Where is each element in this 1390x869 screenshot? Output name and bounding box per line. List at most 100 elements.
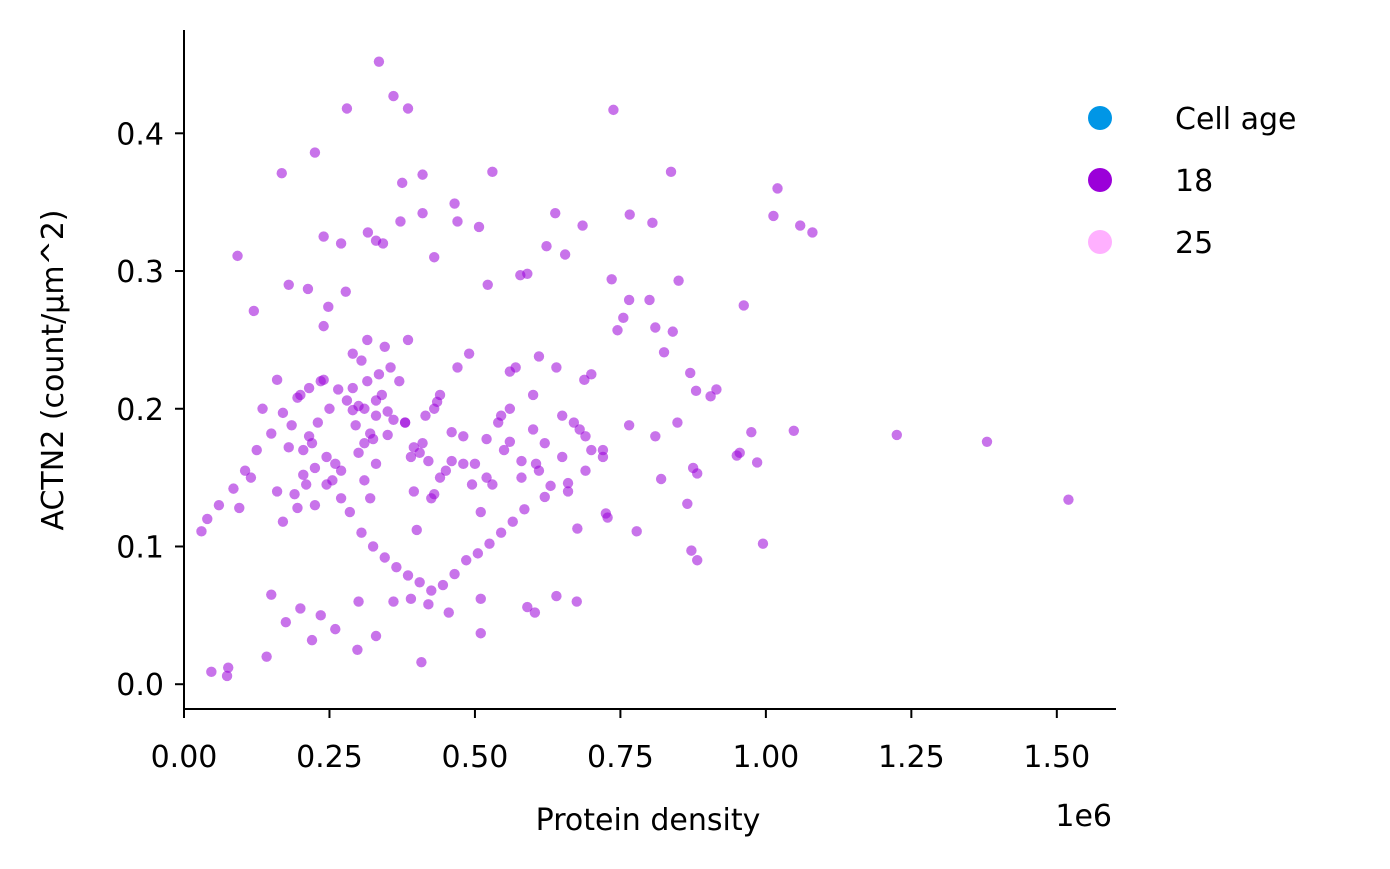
data-point bbox=[239, 465, 251, 476]
data-point bbox=[446, 426, 457, 438]
data-point bbox=[580, 465, 591, 476]
data-point bbox=[768, 210, 779, 222]
data-point bbox=[397, 177, 408, 189]
data-point bbox=[475, 593, 486, 605]
data-point bbox=[624, 209, 635, 220]
data-point bbox=[608, 104, 619, 116]
legend-marker-25 bbox=[1088, 230, 1112, 254]
data-point bbox=[495, 527, 507, 538]
data-point bbox=[248, 305, 260, 317]
data-point bbox=[318, 320, 329, 332]
data-point bbox=[522, 601, 533, 613]
data-point bbox=[481, 433, 492, 445]
data-point bbox=[667, 326, 678, 337]
data-point bbox=[705, 391, 716, 402]
data-point bbox=[475, 628, 486, 639]
data-point bbox=[382, 429, 393, 441]
data-point bbox=[572, 523, 583, 534]
data-point bbox=[522, 268, 533, 279]
y-axis-label: ACTN2 (count/µm^2) bbox=[36, 209, 71, 530]
data-point bbox=[350, 420, 361, 431]
data-point bbox=[650, 322, 661, 333]
data-point bbox=[356, 527, 367, 538]
y-tick-label: 0.2 bbox=[116, 393, 164, 428]
data-point bbox=[557, 410, 568, 421]
data-point bbox=[516, 455, 527, 467]
data-point bbox=[795, 220, 806, 231]
x-tick-label: 0.25 bbox=[296, 740, 363, 775]
data-point bbox=[618, 312, 629, 324]
data-point bbox=[690, 385, 702, 397]
data-point bbox=[341, 103, 353, 114]
data-point bbox=[510, 362, 521, 373]
x-tick-label: 0.50 bbox=[442, 740, 509, 775]
data-point bbox=[580, 431, 591, 442]
data-point bbox=[277, 407, 289, 419]
data-point bbox=[330, 623, 341, 635]
data-point bbox=[367, 541, 379, 552]
data-point bbox=[266, 589, 277, 600]
data-point bbox=[303, 382, 315, 394]
data-point bbox=[692, 555, 703, 566]
data-point bbox=[434, 472, 446, 483]
data-point bbox=[757, 538, 769, 549]
data-point bbox=[206, 666, 217, 678]
data-point bbox=[426, 585, 437, 596]
data-point bbox=[377, 238, 389, 249]
data-point bbox=[365, 428, 376, 439]
data-point bbox=[539, 491, 550, 503]
data-point bbox=[562, 477, 574, 489]
data-point bbox=[429, 252, 440, 263]
data-point bbox=[394, 376, 405, 387]
data-point bbox=[557, 451, 568, 463]
data-point bbox=[335, 465, 347, 476]
data-point bbox=[298, 444, 309, 456]
data-point bbox=[295, 389, 306, 401]
data-point bbox=[472, 548, 484, 559]
data-point bbox=[650, 431, 661, 442]
data-point bbox=[504, 436, 516, 448]
data-point bbox=[452, 362, 463, 373]
data-point bbox=[213, 499, 225, 511]
data-point bbox=[362, 376, 373, 387]
data-point bbox=[302, 283, 314, 295]
data-point bbox=[379, 552, 390, 563]
data-point bbox=[309, 499, 321, 511]
data-point bbox=[568, 417, 580, 428]
data-point bbox=[981, 436, 993, 448]
data-point bbox=[261, 651, 272, 662]
data-point bbox=[292, 502, 303, 514]
data-point bbox=[303, 431, 315, 442]
data-point bbox=[559, 249, 571, 260]
data-point bbox=[298, 469, 309, 481]
data-point bbox=[466, 479, 478, 490]
data-point bbox=[370, 458, 382, 470]
data-point bbox=[623, 294, 635, 306]
data-point bbox=[426, 493, 437, 504]
data-point bbox=[276, 168, 287, 179]
data-point bbox=[586, 444, 597, 456]
data-point bbox=[417, 207, 428, 219]
data-point bbox=[271, 486, 283, 497]
data-point bbox=[347, 382, 358, 394]
data-point bbox=[685, 367, 696, 379]
data-point bbox=[551, 590, 562, 602]
data-point bbox=[482, 279, 493, 290]
legend-title: Cell age bbox=[1175, 102, 1297, 137]
data-point bbox=[370, 410, 382, 421]
data-point bbox=[463, 348, 475, 359]
data-point bbox=[682, 498, 693, 509]
y-axis-ticks: 0.0 0.1 0.2 0.3 0.4 bbox=[116, 117, 184, 703]
x-axis-offset-label: 1e6 bbox=[1055, 799, 1112, 834]
data-point bbox=[221, 670, 233, 682]
data-point bbox=[373, 56, 385, 67]
data-point bbox=[335, 493, 347, 504]
data-point bbox=[579, 374, 590, 386]
data-point bbox=[550, 207, 561, 219]
data-point bbox=[340, 286, 351, 297]
data-point bbox=[318, 231, 329, 242]
data-point bbox=[266, 428, 277, 439]
data-point bbox=[382, 406, 393, 417]
data-point bbox=[446, 455, 457, 467]
data-point bbox=[332, 384, 344, 395]
